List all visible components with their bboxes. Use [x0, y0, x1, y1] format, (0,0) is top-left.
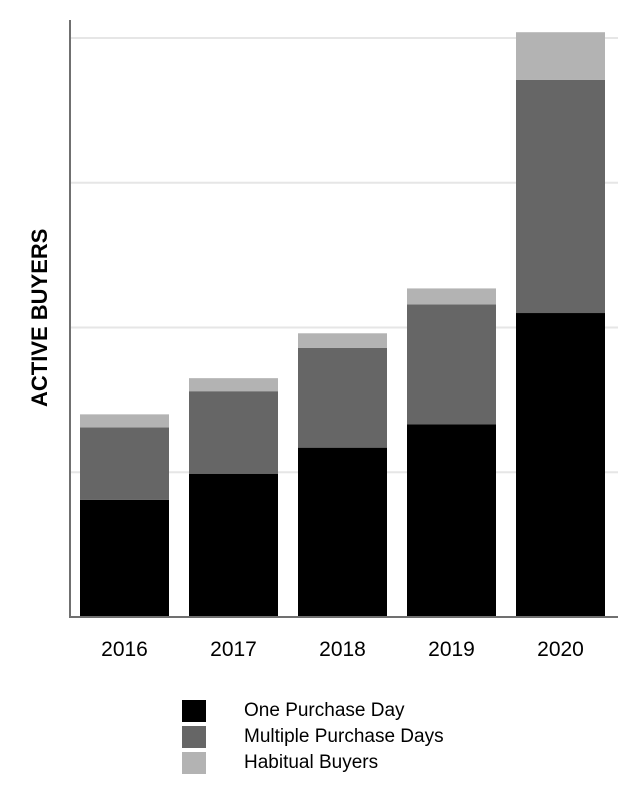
- bar-2017-series-3: [189, 378, 278, 392]
- bar-2019-series-3: [407, 288, 496, 305]
- bar-2020-series-2: [516, 79, 605, 314]
- y-axis-label: ACTIVE BUYERS: [27, 228, 52, 407]
- bar-2020-series-3: [516, 32, 605, 80]
- bar-2017-series-1: [189, 473, 278, 617]
- x-tick-label: 2020: [537, 638, 584, 661]
- x-tick-label: 2016: [101, 638, 148, 661]
- x-tick-labels: 2016 2017 2018 2019 2020: [101, 638, 584, 661]
- bar-2018-series-3: [298, 333, 387, 348]
- bar-2019-series-2: [407, 304, 496, 425]
- bar-2017-series-2: [189, 391, 278, 474]
- bar-2019-series-1: [407, 424, 496, 617]
- legend-label: Multiple Purchase Days: [244, 726, 444, 747]
- legend-item-one-purchase-day: One Purchase Day: [182, 698, 444, 724]
- bar-2016-series-2: [80, 427, 169, 500]
- bar-2018-series-1: [298, 447, 387, 617]
- x-tick-label: 2018: [319, 638, 366, 661]
- x-tick-label: 2017: [210, 638, 257, 661]
- bar-2018-series-2: [298, 347, 387, 448]
- legend-item-habitual-buyers: Habitual Buyers: [182, 750, 444, 776]
- legend-label: One Purchase Day: [244, 700, 405, 721]
- legend-swatch: [182, 726, 206, 748]
- legend: One Purchase Day Multiple Purchase Days …: [182, 698, 444, 776]
- legend-label: Habitual Buyers: [244, 752, 379, 773]
- legend-swatch: [182, 700, 206, 722]
- bar-2016-series-1: [80, 499, 169, 617]
- legend-item-multiple-purchase-days: Multiple Purchase Days: [182, 724, 444, 750]
- bars: [80, 32, 605, 617]
- legend-swatch: [182, 752, 206, 774]
- bar-2020-series-1: [516, 313, 605, 617]
- bar-2016-series-3: [80, 414, 169, 428]
- x-tick-label: 2019: [428, 638, 475, 661]
